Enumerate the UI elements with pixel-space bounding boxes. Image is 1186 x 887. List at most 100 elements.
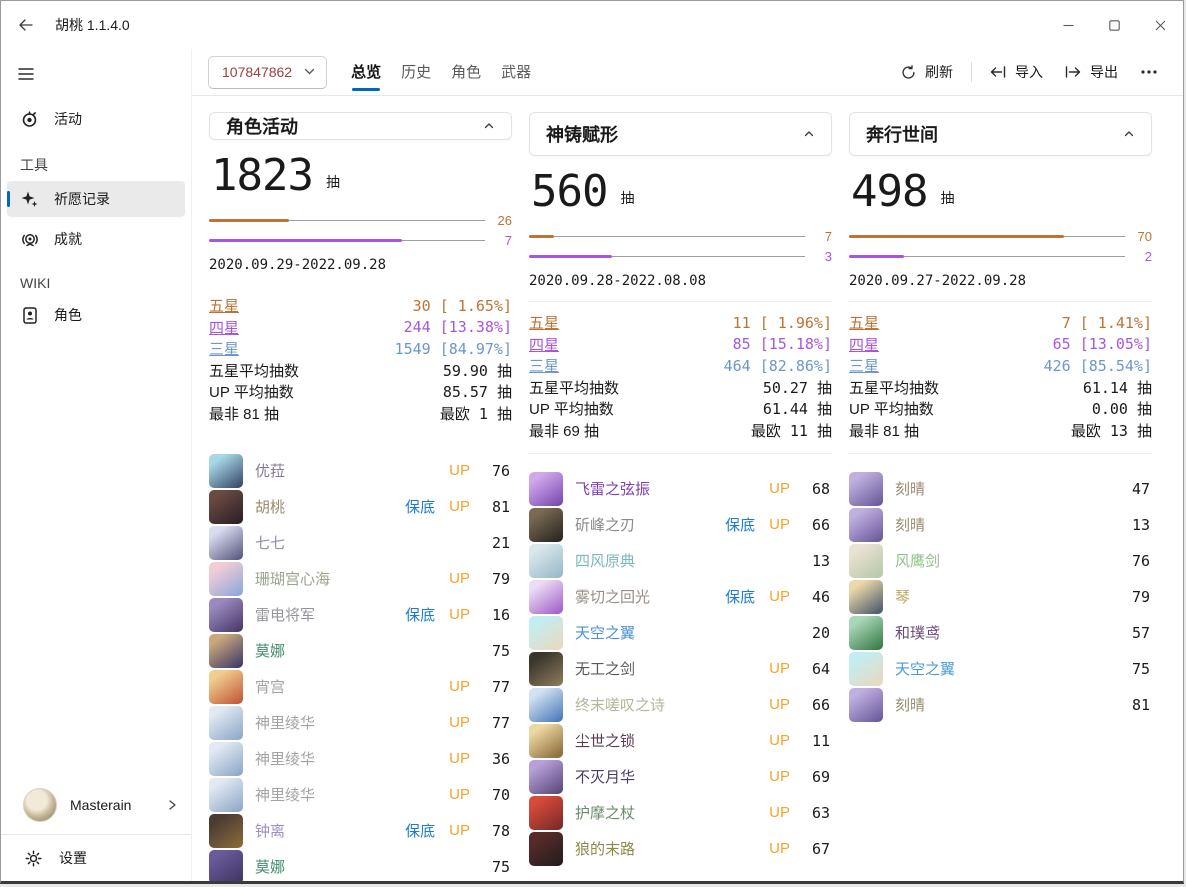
- pull-item-row[interactable]: 不灭月华 UP 69: [529, 759, 832, 795]
- pull-item-row[interactable]: 飞雷之弦振 UP 68: [529, 471, 832, 507]
- refresh-button[interactable]: 刷新: [890, 56, 964, 88]
- sidebar-item-achievements[interactable]: 成就: [7, 221, 185, 257]
- stat-label[interactable]: 五星: [849, 315, 880, 333]
- pull-item-row[interactable]: 珊瑚宫心海 UP 79: [209, 561, 512, 597]
- stat-label[interactable]: 三星: [849, 358, 880, 376]
- up-badge: UP: [769, 732, 790, 750]
- item-pull-count: 64: [811, 659, 830, 678]
- stat-value: 85.57 抽: [442, 383, 512, 402]
- pull-item-row[interactable]: 神里绫华 UP 70: [209, 777, 512, 813]
- five-star-pull-list: 优菈 UP 76 胡桃 保底 UP 81 七七 21 珊瑚宫心海 UP 79 雷电…: [209, 453, 512, 881]
- panel-expander-header[interactable]: 神铸赋形: [529, 112, 832, 156]
- stat-label[interactable]: 四星: [529, 336, 560, 354]
- up-badge: UP: [769, 768, 790, 786]
- stat-label[interactable]: 四星: [849, 336, 880, 354]
- pull-item-row[interactable]: 莫娜 75: [209, 633, 512, 669]
- pull-item-row[interactable]: 优菈 UP 76: [209, 453, 512, 489]
- pull-item-row[interactable]: 宵宫 UP 77: [209, 669, 512, 705]
- item-badges: UP: [449, 714, 470, 731]
- user-avatar: [23, 788, 57, 822]
- pull-item-row[interactable]: 刻晴 47: [849, 471, 1152, 507]
- progress-track: [849, 254, 1125, 258]
- import-button[interactable]: 导入: [979, 56, 1054, 88]
- close-button[interactable]: [1137, 1, 1183, 49]
- pity-progress-row: 2: [849, 250, 1152, 263]
- item-name: 钟离: [255, 823, 286, 841]
- item-avatar: [209, 525, 243, 560]
- sidebar-item-wish-records[interactable]: 祈愿记录: [7, 181, 185, 217]
- stat-row: 三星 1549 [84.97%]: [209, 338, 512, 360]
- stat-label[interactable]: 三星: [209, 341, 240, 359]
- pull-item-row[interactable]: 尘世之锁 UP 11: [529, 723, 832, 759]
- stat-row: 五星平均抽数 59.90 抽: [209, 359, 512, 381]
- tab-character[interactable]: 角色: [451, 63, 482, 81]
- pull-item-row[interactable]: 刻晴 13: [849, 507, 1152, 543]
- up-badge: UP: [769, 696, 790, 714]
- window-controls: [1045, 1, 1183, 49]
- pull-item-row[interactable]: 七七 21: [209, 525, 512, 561]
- pull-item-row[interactable]: 斫峰之刃 保底 UP 66: [529, 507, 832, 543]
- stat-value: 最欧 13 抽: [1070, 421, 1152, 440]
- sidebar-item-activity[interactable]: 活动: [7, 101, 185, 137]
- item-pull-count: 77: [491, 713, 510, 732]
- back-button[interactable]: [9, 10, 43, 40]
- progress-fill: [529, 254, 612, 258]
- pull-item-row[interactable]: 风鹰剑 76: [849, 543, 1152, 579]
- stat-label[interactable]: 四星: [209, 319, 240, 337]
- tab-overview[interactable]: 总览: [341, 51, 391, 94]
- total-pulls: 560 抽: [531, 170, 832, 214]
- up-badge: UP: [449, 606, 470, 624]
- sidebar: 活动 工具 祈愿记录 成就 WIKI 角色: [1, 49, 191, 881]
- item-pull-count: 75: [491, 857, 510, 876]
- sidebar-item-settings[interactable]: 设置: [1, 834, 191, 881]
- pull-item-row[interactable]: 刻晴 81: [849, 687, 1152, 723]
- pull-item-row[interactable]: 神里绫华 UP 36: [209, 741, 512, 777]
- total-pulls-number: 498: [851, 166, 928, 217]
- pull-item-row[interactable]: 雷电将军 保底 UP 16: [209, 597, 512, 633]
- hamburger-icon: [18, 68, 34, 80]
- panel-expander-header[interactable]: 奔行世间: [849, 112, 1152, 156]
- pull-item-row[interactable]: 琴 79: [849, 579, 1152, 615]
- pull-item-row[interactable]: 莫娜 75: [209, 849, 512, 881]
- pull-item-row[interactable]: 雾切之回光 保底 UP 46: [529, 579, 832, 615]
- tab-weapon[interactable]: 武器: [501, 63, 532, 81]
- more-options-button[interactable]: [1129, 62, 1169, 82]
- pull-item-row[interactable]: 无工之剑 UP 64: [529, 651, 832, 687]
- minimize-button[interactable]: [1045, 1, 1091, 49]
- item-badges: 保底 UP: [725, 514, 790, 535]
- item-avatar: [529, 507, 563, 542]
- panel-expander-header[interactable]: 角色活动: [209, 112, 512, 140]
- pull-item-row[interactable]: 钟离 保底 UP 78: [209, 813, 512, 849]
- pull-item-row[interactable]: 天空之翼 75: [849, 651, 1152, 687]
- pull-item-row[interactable]: 四风原典 13: [529, 543, 832, 579]
- sidebar-item-character-wiki[interactable]: 角色: [7, 297, 185, 333]
- pull-item-row[interactable]: 狼的末路 UP 67: [529, 831, 832, 867]
- stat-row: 四星 85 [15.18%]: [529, 333, 832, 355]
- maximize-button[interactable]: [1091, 1, 1137, 49]
- pull-item-row[interactable]: 终末嗟叹之诗 UP 66: [529, 687, 832, 723]
- item-name: 神里绫华: [255, 715, 316, 733]
- stat-label: 五星平均抽数: [849, 379, 940, 397]
- pity-badge: 保底: [725, 517, 756, 535]
- stat-row: UP 平均抽数 85.57 抽: [209, 381, 512, 403]
- nav-menu-button[interactable]: [9, 59, 43, 89]
- pull-item-row[interactable]: 护摩之杖 UP 63: [529, 795, 832, 831]
- export-button[interactable]: 导出: [1054, 56, 1129, 88]
- stat-label[interactable]: 五星: [209, 298, 240, 316]
- stat-label[interactable]: 三星: [529, 358, 560, 376]
- pull-item-row[interactable]: 和璞鸢 57: [849, 615, 1152, 651]
- user-account-row[interactable]: Masterain: [1, 776, 191, 834]
- chevron-down-icon: [304, 68, 315, 75]
- tab-history[interactable]: 历史: [401, 63, 432, 81]
- pull-item-row[interactable]: 胡桃 保底 UP 81: [209, 489, 512, 525]
- stat-label[interactable]: 五星: [529, 315, 560, 333]
- uid-selector[interactable]: 107847862: [208, 55, 328, 89]
- refresh-label: 刷新: [925, 64, 953, 80]
- stat-row: 三星 464 [82.86%]: [529, 355, 832, 377]
- stat-value: 61.44 抽: [762, 400, 832, 419]
- pull-item-row[interactable]: 天空之翼 20: [529, 615, 832, 651]
- pull-item-row[interactable]: 神里绫华 UP 77: [209, 705, 512, 741]
- sidebar-section-wiki: WIKI: [20, 275, 51, 291]
- item-pull-count: 75: [491, 641, 510, 660]
- item-name: 珊瑚宫心海: [255, 571, 331, 589]
